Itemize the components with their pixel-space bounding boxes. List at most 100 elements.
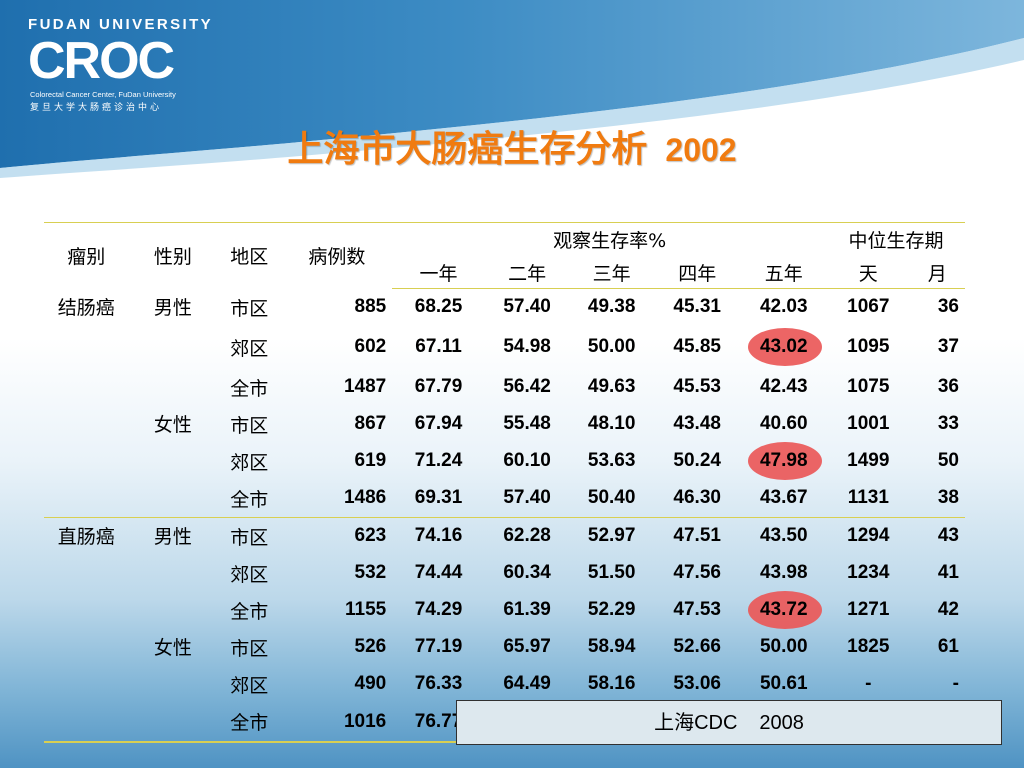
cell-region: 全市 — [217, 702, 282, 743]
cell-year-4: 45.53 — [673, 376, 721, 397]
cell-sex — [129, 592, 218, 629]
cell-sex — [129, 666, 218, 703]
cell-sex — [128, 702, 218, 743]
cell-year-5: 40.60 — [759, 413, 808, 434]
cell-days: 1271 — [847, 599, 890, 620]
header-observed-survival: 观察生存率% — [392, 222, 828, 256]
cell-year-2: 57.40 — [503, 487, 551, 508]
cell-year-4: 46.30 — [673, 487, 721, 508]
table-row: 郊区 532 74.44 60.34 51.50 47.56 43.98 1234 41 — [44, 555, 965, 592]
cell-cases: 602 — [354, 336, 387, 357]
cell-cases: 619 — [354, 450, 387, 471]
cell-region: 全市 — [230, 377, 269, 400]
header-year-4: 四年 — [653, 256, 741, 289]
cell-year-2: 61.39 — [503, 599, 551, 620]
table-body: 结肠癌 男性 市区 885 68.25 57.40 49.38 45.31 42.03 1067 3… — [44, 289, 965, 743]
cell-sex — [129, 369, 218, 406]
table-row: 直肠癌 男性 市区 623 74.16 62.28 52.97 47.51 43.50 1294 4… — [44, 516, 965, 555]
table-row: 郊区 619 71.24 60.10 53.63 50.24 47.98 1499 50 — [44, 442, 965, 480]
cell-tumor — [44, 369, 129, 406]
cell-year-1: 67.79 — [414, 376, 463, 397]
header-cases: 病例数 — [281, 222, 393, 289]
cell-cases: 490 — [354, 673, 387, 694]
cell-year-1: 69.31 — [414, 487, 463, 508]
cell-year-5: 50.00 — [759, 636, 808, 657]
cell-year-2: 60.34 — [503, 562, 551, 583]
title-year: 2002 — [665, 132, 737, 168]
table-row: 女性 市区 867 67.94 55.48 48.10 43.48 40.60 1001 33 — [44, 406, 965, 443]
cell-cases: 867 — [354, 413, 387, 434]
cell-year-5: 43.50 — [740, 516, 828, 555]
table-row: 全市 1486 69.31 57.40 50.40 46.30 43.67 1131 38 — [44, 480, 965, 518]
cell-cases: 532 — [354, 562, 387, 583]
header-year-3: 三年 — [569, 256, 654, 289]
cell-days: 1001 — [847, 413, 890, 434]
cell-cases: 885 — [354, 296, 387, 317]
cell-year-3: 52.29 — [587, 599, 636, 620]
cell-sex — [129, 555, 218, 592]
cell-year-3: 58.16 — [587, 673, 636, 694]
cell-tumor — [44, 666, 129, 703]
cell-year-4: 47.56 — [673, 562, 721, 583]
cell-region: 郊区 — [230, 674, 269, 697]
cell-year-1: 67.94 — [414, 413, 463, 434]
cell-tumor — [44, 326, 129, 369]
cell-year-3: 50.40 — [587, 487, 636, 508]
source-year: 2008 — [759, 712, 804, 734]
cell-tumor: 结肠癌 — [57, 296, 115, 319]
cell-year-4: 52.66 — [673, 636, 721, 657]
cell-year-3: 49.63 — [587, 376, 636, 397]
cell-days: 1131 — [847, 487, 889, 508]
cell-tumor — [44, 443, 129, 480]
cell-cases: 1487 — [343, 376, 387, 397]
title-text: 上海市大肠癌生存分析 — [287, 129, 648, 170]
cell-sex — [129, 326, 218, 369]
cell-cases: 1486 — [343, 487, 387, 508]
cell-days: 1075 — [847, 376, 890, 397]
cell-months: 50 — [937, 450, 959, 471]
table-row: 郊区 490 76.33 64.49 58.16 53.06 50.61 - - — [44, 666, 965, 703]
cell-cases: 1016 — [281, 702, 393, 743]
header-region: 地区 — [217, 222, 282, 289]
cell-year-1: 68.25 — [414, 296, 463, 318]
cell-year-4: 45.31 — [673, 296, 721, 318]
cell-months: 61 — [937, 636, 959, 657]
cell-sex: 女性 — [153, 413, 192, 436]
cell-year-1: 71.24 — [414, 450, 463, 471]
highlighted-value: 47.98 — [748, 442, 821, 480]
table-row: 结肠癌 男性 市区 885 68.25 57.40 49.38 45.31 42.03 1067 3… — [44, 289, 965, 326]
cell-sex: 男性 — [128, 516, 218, 555]
table-row: 女性 市区 526 77.19 65.97 58.94 52.66 50.00 1825 61 — [44, 629, 965, 666]
cell-year-2: 62.28 — [484, 516, 570, 555]
logo-subtitle-en: Colorectal Cancer Center, FuDan Universi… — [30, 90, 176, 99]
cell-year-2: 56.42 — [503, 376, 551, 397]
cell-year-1: 74.44 — [414, 562, 463, 583]
cell-cases: 1155 — [345, 599, 387, 620]
cell-sex — [129, 480, 218, 518]
cell-year-5: 43.02 — [740, 326, 827, 369]
cell-year-4: 50.24 — [673, 450, 721, 471]
cell-year-5: 43.67 — [759, 487, 808, 508]
header-year-2: 二年 — [484, 256, 570, 289]
croc-logo: FUDAN UNIVERSITY CROC Colorectal Cancer … — [28, 16, 218, 113]
header-median-survival: 中位生存期 — [827, 222, 965, 256]
cell-year-5: 47.98 — [740, 442, 827, 480]
cell-tumor — [44, 555, 129, 592]
header-tumor: 瘤别 — [44, 222, 129, 289]
cell-region: 郊区 — [230, 451, 269, 474]
table-row: 全市 1155 74.29 61.39 52.29 47.53 43.72 1271 42 — [44, 591, 965, 629]
cell-year-4: 53.06 — [673, 673, 721, 694]
table-row: 郊区 602 67.11 54.98 50.00 45.85 43.02 1095 37 — [44, 326, 965, 369]
highlighted-value: 43.02 — [748, 328, 821, 366]
cell-months: 37 — [937, 336, 959, 357]
cell-year-3: 49.38 — [587, 296, 636, 318]
cell-region: 市区 — [217, 516, 282, 555]
cell-region: 市区 — [230, 297, 269, 320]
cell-tumor — [44, 629, 129, 666]
cell-months: - — [952, 673, 959, 694]
cell-year-5: 43.98 — [759, 562, 808, 583]
cell-year-1: 67.11 — [415, 336, 462, 357]
cell-year-4: 47.53 — [673, 599, 721, 620]
cell-months: 36 — [937, 376, 959, 397]
cell-year-1: 74.16 — [392, 516, 485, 555]
